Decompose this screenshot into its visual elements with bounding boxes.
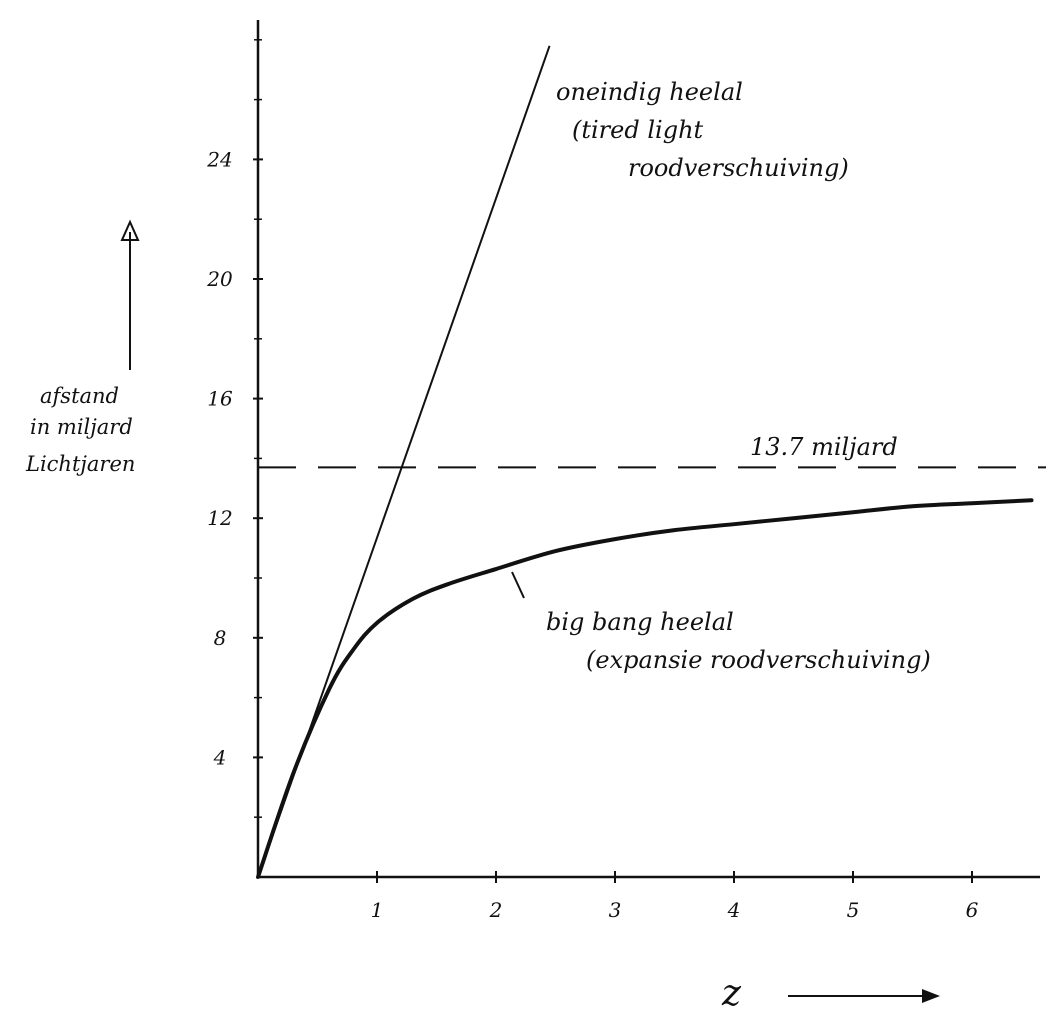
x-axis-title: z (721, 973, 742, 1014)
y-axis-arrow-head (120, 219, 140, 241)
series-layer (256, 45, 1046, 879)
x-tick-label: 5 (847, 898, 860, 922)
annotations: oneindig heelal (tired light roodverschu… (511, 78, 931, 674)
big-bang-label-line-1: big bang heelal (546, 608, 734, 636)
y-axis-title-line-1: afstand (40, 384, 119, 408)
tired-light-label-line-2: (tired light (572, 116, 704, 144)
x-axis-title-group: z (721, 973, 940, 1014)
x-axis-arrow-head (922, 989, 940, 1003)
tired-light-label-line-1: oneindig heelal (556, 78, 743, 106)
y-tick-label: 12 (207, 506, 232, 530)
y-axis-title-line-2: in miljard (30, 415, 133, 439)
axes (256, 20, 1040, 879)
x-tick-label: 4 (727, 898, 741, 922)
x-tick-label: 3 (609, 898, 622, 922)
big-bang-label-line-2: (expansie roodverschuiving) (586, 646, 931, 674)
y-tick-label: 16 (207, 387, 233, 411)
x-tick-label: 2 (489, 898, 503, 922)
tired-light-label-line-3: roodverschuiving) (628, 154, 849, 182)
y-tick-label: 8 (214, 626, 227, 650)
big-bang-curve (256, 498, 1034, 879)
big-bang-pointer (511, 571, 525, 599)
reference-line-label: 13.7 miljard (750, 433, 898, 461)
x-tick-label: 1 (371, 898, 384, 922)
y-axis-title-line-3: Lichtjaren (25, 452, 135, 476)
y-tick-label: 4 (213, 745, 227, 769)
x-tick-label: 6 (966, 898, 979, 922)
y-axis-title-group: afstand in miljard Lichtjaren (25, 219, 140, 476)
y-tick-label: 24 (206, 147, 232, 171)
y-tick-label: 20 (206, 267, 233, 291)
